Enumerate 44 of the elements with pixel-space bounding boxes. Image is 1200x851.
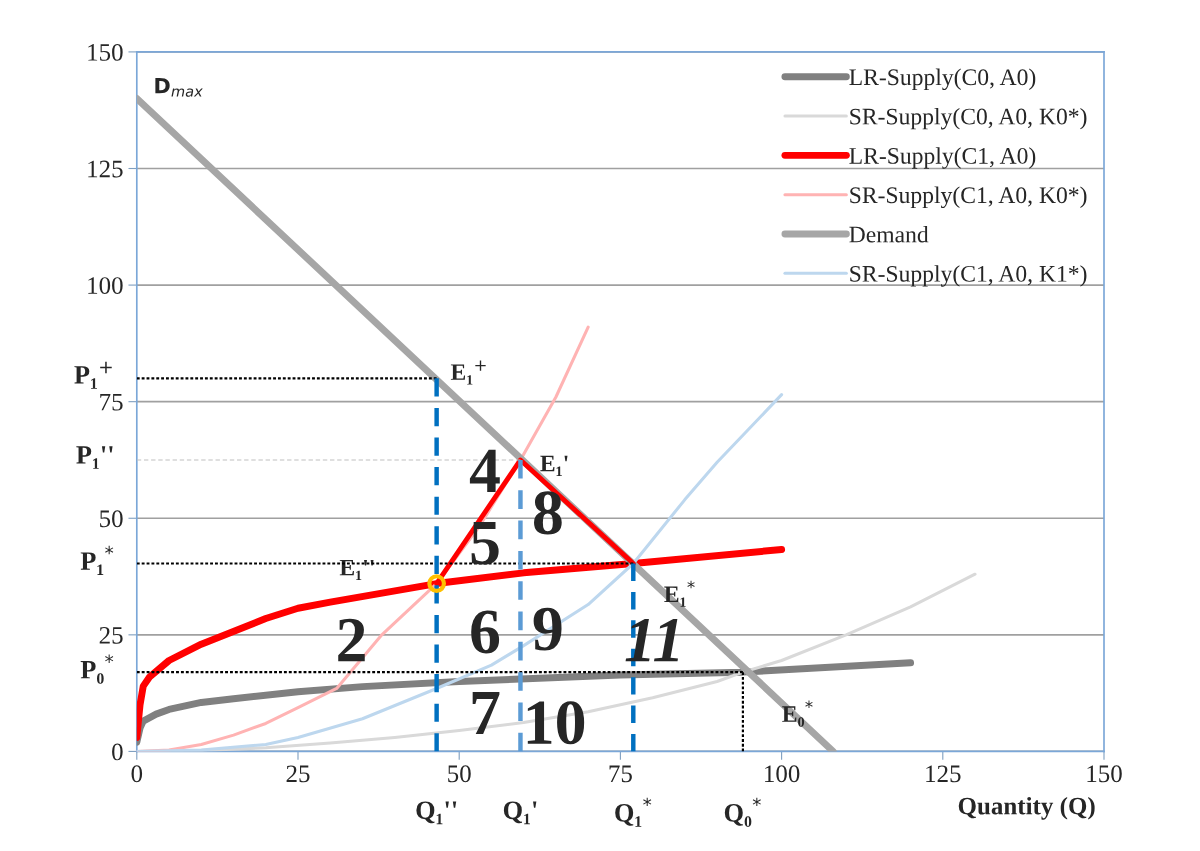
annotation: E₁$^{*}$ [664,580,695,607]
annotation: P₀$^{*}$ [80,654,114,684]
y-tick-label: 0 [112,743,123,761]
y-tick-label: 100 [88,277,123,294]
annotation: Q₀$^{*}$ [724,797,761,827]
legend-label: SR-Supply(C1, A0, K1*) [850,265,1087,287]
annotation: P₁$^{+}$ [74,361,112,389]
annotation: 5 [471,522,499,565]
legend-label: SR-Supply(C1, A0, K0*) [850,186,1087,209]
annotation: 6 [471,610,500,654]
annotation: Q₁$^{*}$ [615,797,652,827]
legend-label: LR-Supply(C0, A0) [849,68,1036,91]
x-tick-label: 100 [765,765,800,783]
legend-label: LR-Supply(C1, A0) [849,147,1036,169]
annotation: 7 [472,692,500,734]
y-tick-label: 150 [88,43,123,61]
annotation: 4 [469,449,500,492]
annotation: D$_{max}$ [155,77,203,97]
legend-label: SR-Supply(C0, A0, K0*) [850,107,1087,130]
annotation: Q₁'' [416,801,457,825]
annotation: 10 [527,701,585,745]
annotation: P₁$^{*}$ [80,545,114,575]
annotation: E₁' [540,455,568,476]
annotation: 9 [533,607,562,651]
y-tick-label: 125 [88,160,123,178]
y-tick-label: 75 [100,393,123,411]
x-tick-label: 75 [609,765,632,783]
annotation: P₁'' [76,446,113,469]
annotation: 2 [338,618,365,662]
annotation: E₀$^{*}$ [782,700,813,727]
annotation: 8 [534,491,562,535]
annotation: Q₁' [503,801,537,825]
x-tick-label: 50 [448,765,471,783]
x-axis-title: Quantity (Q) [958,796,1095,820]
annotation: E₁'' [339,559,374,581]
x-tick-label: 125 [926,765,961,783]
annotation: 11 [625,618,678,662]
x-tick-label: 25 [286,765,310,783]
y-tick-label: 50 [100,510,123,528]
annotation: E₁$^{+}$ [450,360,486,385]
x-tick-label: 0 [131,765,143,783]
x-tick-label: 150 [1087,765,1122,783]
legend-label: Demand [849,225,929,243]
y-tick-label: 25 [99,626,123,644]
